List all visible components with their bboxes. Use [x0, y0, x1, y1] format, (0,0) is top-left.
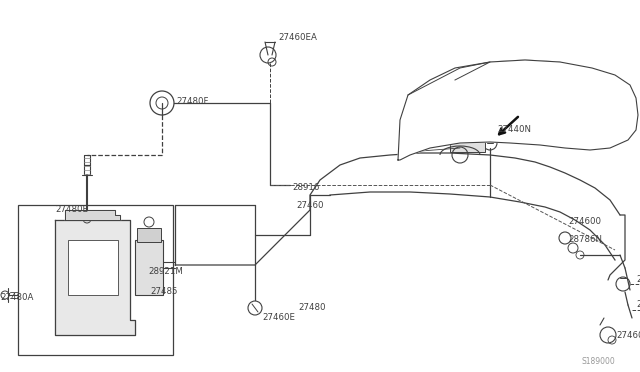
- Text: 27441N: 27441N: [636, 276, 640, 285]
- Bar: [18, 205, 173, 355]
- Text: 27460: 27460: [296, 201, 323, 209]
- Text: 27485: 27485: [150, 288, 177, 296]
- Text: 27480A: 27480A: [0, 294, 33, 302]
- Text: 28786N: 28786N: [568, 235, 602, 244]
- Text: 27480F: 27480F: [176, 97, 209, 106]
- Bar: [450, 140, 485, 152]
- Bar: [135, 240, 163, 295]
- Polygon shape: [65, 210, 120, 220]
- Text: 27480: 27480: [298, 304, 326, 312]
- Bar: [137, 228, 161, 242]
- Text: 27480B: 27480B: [55, 205, 88, 215]
- Text: 27460EA: 27460EA: [278, 33, 317, 42]
- Bar: [68, 240, 118, 295]
- Text: 27440N: 27440N: [497, 125, 531, 135]
- Text: 28916: 28916: [292, 183, 319, 192]
- Text: 27460QA: 27460QA: [636, 301, 640, 310]
- Text: 27460E: 27460E: [262, 314, 295, 323]
- Text: 28921M: 28921M: [148, 267, 183, 276]
- Text: S189000: S189000: [582, 357, 616, 366]
- Polygon shape: [55, 220, 135, 335]
- Polygon shape: [398, 60, 638, 160]
- Text: 27460EA: 27460EA: [616, 330, 640, 340]
- Text: 274600: 274600: [568, 218, 601, 227]
